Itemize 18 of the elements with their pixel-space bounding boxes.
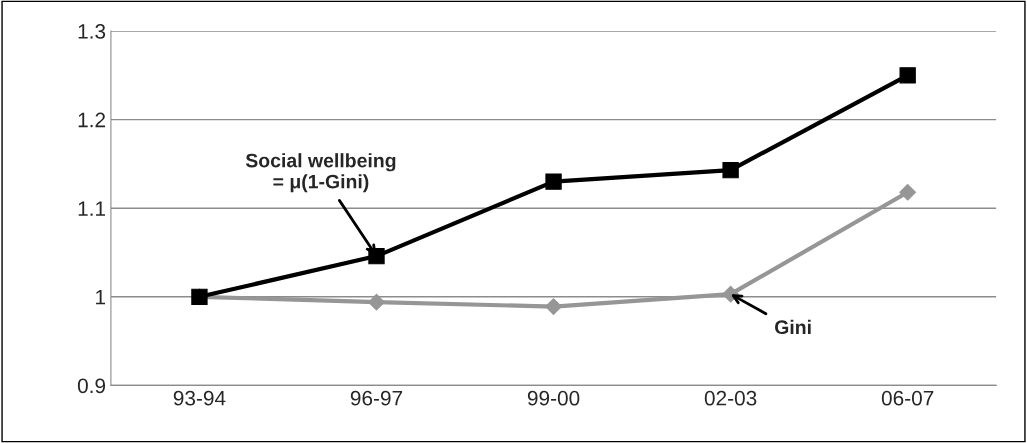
point (545, 173, 562, 190)
annotation: Social wellbeing = μ(1-Gini) (245, 153, 396, 193)
x-tick-label: 99-00 (527, 390, 580, 406)
x-tick-label: 02-03 (704, 390, 757, 406)
annotation: Gini (775, 319, 811, 335)
point (368, 293, 385, 311)
y-tick-label: 1.3 (78, 24, 106, 39)
point (899, 183, 917, 201)
point (722, 161, 739, 179)
point (545, 298, 562, 315)
point (899, 67, 916, 84)
y-tick-label: 1.2 (78, 112, 106, 128)
x-tick-label: 93-94 (173, 390, 226, 406)
y-tick-label: 1.1 (78, 201, 106, 216)
y-tick-label: 0.9 (77, 378, 106, 394)
y-tick-label: 1 (96, 290, 106, 305)
x-tick-label: 06-07 (881, 390, 934, 406)
x-tick-label: 96-97 (350, 390, 403, 406)
